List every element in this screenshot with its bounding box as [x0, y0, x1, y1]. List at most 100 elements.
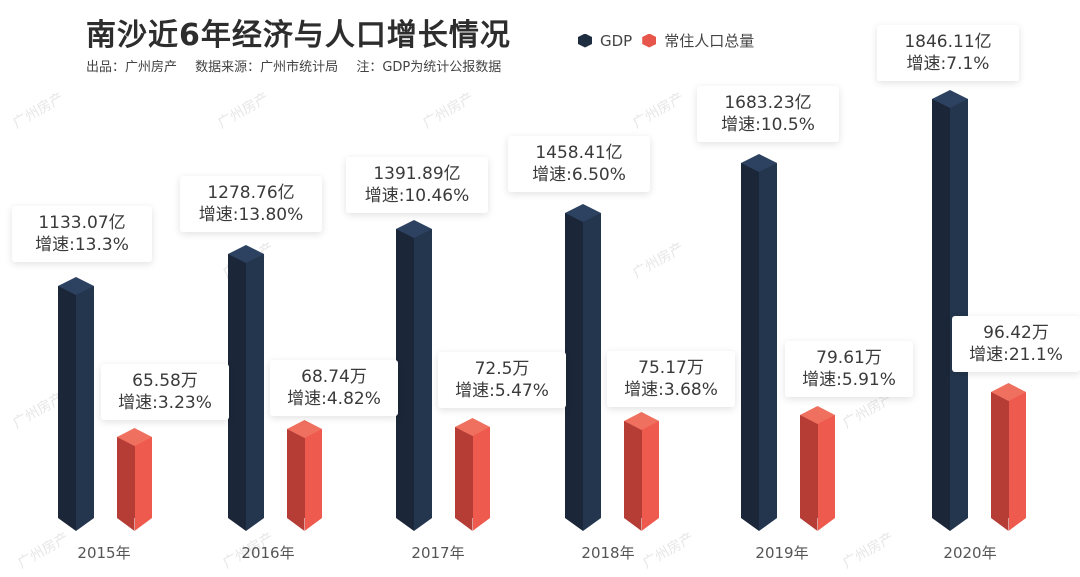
chart-title: 南沙近6年经济与人口增长情况: [86, 18, 511, 53]
bar-top-face: [117, 428, 152, 446]
bar-top-face: [396, 220, 432, 238]
bar-bottom-tip: [396, 518, 432, 531]
bar-right-face: [246, 254, 264, 518]
population-value: 79.61万: [816, 348, 882, 368]
x-axis-label-2018: 2018年: [581, 544, 635, 562]
gdp-label-2017: 1391.89亿 增速:10.46%: [346, 157, 488, 213]
gdp-value: 1391.89亿: [373, 164, 461, 184]
population-bar-2016: [287, 420, 322, 531]
gdp-growth: 增速:6.50%: [532, 165, 626, 185]
bar-left-face: [565, 213, 583, 518]
gdp-value: 1458.41亿: [535, 143, 623, 163]
bar-right-face: [759, 163, 777, 518]
gdp-value: 1278.76亿: [207, 183, 295, 203]
bar-bottom-tip: [58, 518, 94, 531]
gdp-cube-icon: [578, 33, 592, 48]
population-bar-2017: [455, 418, 490, 531]
population-growth: 增速:4.82%: [287, 389, 381, 409]
population-label-2020: 96.42万 增速:21.1%: [952, 316, 1080, 372]
chart-subtitle: 出品：广州房产 数据来源：广州市统计局 注：GDP为统计公报数据: [86, 56, 515, 75]
gdp-bar-2016: [228, 245, 264, 531]
population-value: 72.5万: [474, 359, 530, 379]
watermark: 广州房产: [10, 89, 67, 132]
bar-top-face: [565, 204, 601, 222]
bar-left-face: [800, 415, 818, 518]
bar-left-face: [228, 254, 246, 518]
source-text: 数据来源：广州市统计局: [195, 60, 339, 75]
x-axis-label-2015: 2015年: [77, 544, 131, 562]
population-value: 65.58万: [132, 371, 198, 391]
gdp-bar-2018: [565, 204, 601, 531]
bar-bottom-tip: [455, 518, 490, 531]
x-axis-label-2019: 2019年: [755, 544, 809, 562]
bar-top-face: [624, 412, 659, 430]
watermark: 广州房产: [215, 89, 272, 132]
bar-right-face: [134, 437, 152, 518]
watermark: 广州房产: [840, 529, 897, 572]
bar-bottom-tip: [741, 518, 777, 531]
gdp-bar-2019: [741, 154, 777, 531]
bar-left-face: [991, 392, 1009, 518]
population-bar-2018: [624, 412, 659, 531]
population-growth: 增速:5.91%: [802, 370, 896, 390]
gdp-bar-2020: [932, 90, 968, 531]
population-label-2017: 72.5万 增速:5.47%: [438, 352, 566, 408]
bar-right-face: [583, 213, 601, 518]
bar-right-face: [472, 427, 490, 518]
population-growth: 增速:3.23%: [118, 393, 212, 413]
bar-bottom-tip: [287, 518, 322, 531]
population-growth: 增速:3.68%: [624, 380, 718, 400]
population-growth: 增速:5.47%: [455, 381, 549, 401]
gdp-value: 1683.23亿: [724, 93, 812, 113]
bar-left-face: [741, 163, 759, 518]
gdp-label-2016: 1278.76亿 增速:13.80%: [180, 176, 322, 232]
population-label-2018: 75.17万 增速:3.68%: [607, 351, 735, 407]
population-bar-2019: [800, 406, 835, 531]
bar-right-face: [414, 229, 432, 518]
note-text: 注：GDP为统计公报数据: [356, 60, 502, 75]
bar-top-face: [800, 406, 835, 424]
chart-legend: GDP 常住人口总量: [578, 30, 764, 51]
bar-left-face: [396, 229, 414, 518]
bar-top-face: [991, 383, 1026, 401]
population-label-2016: 68.74万 增速:4.82%: [270, 360, 398, 416]
bar-bottom-tip: [932, 518, 968, 531]
gdp-bar-2017: [396, 220, 432, 531]
watermark: 广州房产: [630, 89, 687, 132]
x-axis-label-2020: 2020年: [943, 544, 997, 562]
producer-text: 出品：广州房产: [86, 60, 178, 75]
gdp-growth: 增速:13.3%: [35, 235, 129, 255]
bar-right-face: [1008, 392, 1026, 518]
gdp-label-2018: 1458.41亿 增速:6.50%: [508, 136, 650, 192]
bar-bottom-tip: [565, 518, 601, 531]
bar-bottom-tip: [117, 518, 152, 531]
population-label-2019: 79.61万 增速:5.91%: [785, 341, 913, 397]
bar-bottom-tip: [800, 518, 835, 531]
bar-left-face: [624, 421, 642, 518]
population-value: 68.74万: [301, 367, 367, 387]
population-label-2015: 65.58万 增速:3.23%: [101, 364, 229, 420]
gdp-bar-2015: [58, 277, 94, 531]
gdp-growth: 增速:7.1%: [906, 54, 990, 74]
watermark: 广州房产: [630, 239, 687, 282]
gdp-growth: 增速:10.46%: [364, 186, 470, 206]
legend-label-gdp: GDP: [600, 31, 633, 50]
bar-bottom-tip: [991, 518, 1026, 531]
bar-left-face: [287, 429, 305, 518]
bar-top-face: [455, 418, 490, 436]
legend-item-gdp: GDP: [578, 32, 632, 50]
bar-left-face: [58, 286, 76, 518]
bar-right-face: [817, 415, 835, 518]
population-cube-icon: [642, 33, 657, 48]
gdp-label-2015: 1133.07亿 增速:13.3%: [12, 206, 152, 262]
x-axis-label-2017: 2017年: [411, 544, 465, 562]
bar-top-face: [228, 245, 264, 263]
bar-right-face: [76, 286, 94, 518]
watermark: 广州房产: [420, 89, 477, 132]
bar-top-face: [741, 154, 777, 172]
population-value: 96.42万: [983, 323, 1049, 343]
gdp-growth: 增速:13.80%: [198, 205, 304, 225]
population-growth: 增速:21.1%: [969, 345, 1063, 365]
bar-top-face: [932, 90, 968, 108]
bar-left-face: [117, 437, 135, 518]
